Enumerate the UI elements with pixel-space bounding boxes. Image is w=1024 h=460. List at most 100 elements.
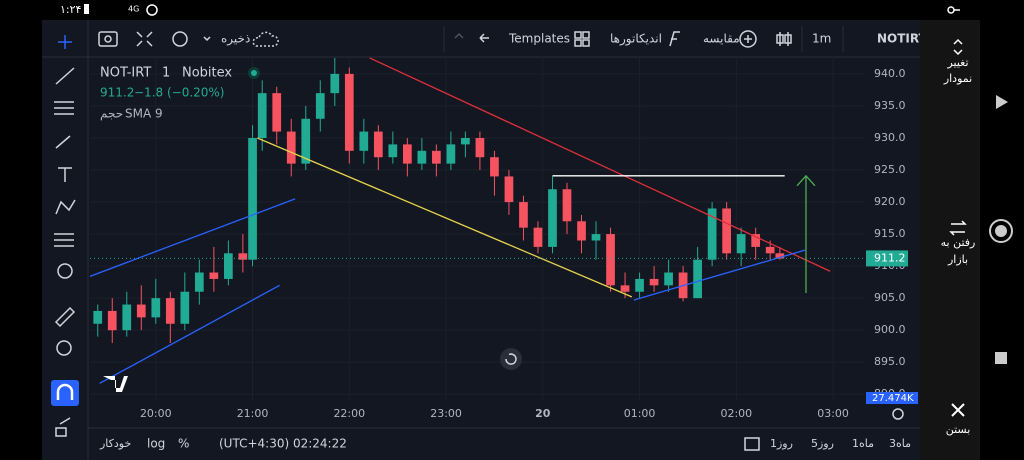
- candle-body: [107, 310, 117, 331]
- candle-body: [257, 93, 267, 138]
- candle-body: [736, 234, 746, 254]
- volume-label: 27.474K: [872, 393, 914, 404]
- last-price-label: 911.2: [874, 251, 906, 264]
- lock-icon[interactable]: [55, 417, 71, 437]
- y-tick-label: 900.0: [874, 323, 906, 336]
- range-button[interactable]: 1ماه: [852, 437, 874, 450]
- candle-body: [635, 278, 644, 292]
- candle-body: [765, 246, 775, 254]
- reset-button[interactable]: [500, 348, 522, 370]
- y-tick-label: 935.0: [874, 99, 906, 112]
- candle-body: [475, 137, 485, 158]
- arrow-head: [796, 174, 816, 187]
- candle-body: [209, 272, 219, 279]
- x-tick-label: 03:00: [817, 407, 849, 420]
- nav-play[interactable]: [996, 95, 1008, 109]
- legend-symbol: NOT-IRT: [100, 66, 151, 81]
- templates-button[interactable]: Templates: [508, 32, 570, 46]
- candle-body: [93, 310, 103, 324]
- candle-body: [446, 144, 456, 164]
- nav-recent[interactable]: [995, 352, 1007, 364]
- clock: (UTC+4:30) 02:24:22: [219, 437, 347, 451]
- log-button[interactable]: log: [147, 437, 165, 451]
- close-icon: [951, 403, 965, 417]
- save-button[interactable]: ذخیره: [221, 32, 250, 47]
- candle-body: [238, 253, 248, 260]
- y-tick-label: 920.0: [874, 195, 906, 208]
- legend-volume: حجم: [100, 107, 123, 121]
- settings-icon[interactable]: [892, 408, 904, 420]
- calendar-icon[interactable]: [744, 437, 760, 451]
- x-tick-label: 02:00: [720, 407, 752, 420]
- candle-body: [194, 272, 204, 292]
- left-toolbar[interactable]: [54, 35, 76, 356]
- candle-body: [151, 298, 161, 318]
- candle-body: [301, 118, 311, 164]
- magnet-icon: [56, 383, 74, 400]
- candle-body: [707, 208, 717, 260]
- last-price-box: [866, 250, 908, 267]
- legend-close: 911.2: [100, 86, 134, 100]
- candle-body: [461, 137, 470, 145]
- x-tick-label: 01:00: [624, 407, 656, 420]
- candle-body: [344, 73, 354, 151]
- legend-sma: SMA 9: [125, 107, 163, 121]
- status-network: 4G: [128, 5, 139, 14]
- candle-body: [577, 221, 586, 241]
- status-time: ۱:۲۴: [60, 3, 82, 16]
- tv-logo: [103, 376, 128, 392]
- nav-home[interactable]: [989, 219, 1013, 243]
- candle-body: [591, 234, 601, 241]
- change-chart-button[interactable]: تغییر: [946, 56, 968, 69]
- candle-body: [136, 304, 146, 318]
- candle-body: [693, 259, 702, 299]
- x-tick-label: 20: [535, 407, 551, 420]
- candle-body: [359, 131, 369, 151]
- side-panel: [920, 20, 980, 460]
- candle-body: [286, 131, 296, 164]
- candle-body: [373, 131, 383, 158]
- candle-body: [388, 144, 398, 158]
- range-button[interactable]: 3ماه: [889, 437, 911, 450]
- candle-body: [122, 304, 132, 331]
- candle-body: [224, 253, 233, 279]
- plot: 890.0895.0900.0905.0910.0915.0920.0925.0…: [90, 56, 918, 420]
- trend-line: [633, 249, 806, 301]
- legend-change: −1.8 (−0.20%): [134, 86, 225, 100]
- x-tick-label: 23:00: [430, 407, 462, 420]
- x-tick-label: 22:00: [333, 407, 365, 420]
- interval-button[interactable]: 1m: [812, 32, 831, 46]
- candle-body: [649, 278, 659, 286]
- trend-line: [90, 198, 296, 277]
- symbol-button[interactable]: NOTIRT: [877, 32, 928, 46]
- candle-body: [432, 150, 441, 164]
- indicators-button[interactable]: اندیکاتورها: [610, 32, 662, 47]
- percent-button[interactable]: %: [178, 437, 189, 451]
- candle-body: [606, 234, 615, 286]
- candle-body: [533, 227, 543, 247]
- y-tick-label: 940.0: [874, 67, 906, 80]
- candle-body: [417, 150, 427, 164]
- candle-body: [330, 73, 340, 94]
- candle-body: [548, 189, 557, 247]
- change-chart-button[interactable]: نمودار: [943, 72, 972, 85]
- candle-body: [519, 202, 528, 228]
- range-button[interactable]: 5روز: [811, 437, 834, 450]
- y-tick-label: 895.0: [874, 355, 906, 368]
- candle-body: [504, 176, 514, 203]
- close-button[interactable]: بستن: [946, 423, 971, 436]
- app: [42, 20, 920, 460]
- trend-line: [257, 137, 633, 298]
- compare-button[interactable]: مقایسه: [703, 32, 740, 46]
- go-market-button[interactable]: بازار: [947, 253, 968, 266]
- candle-body: [490, 157, 499, 177]
- auto-button[interactable]: خودکار: [99, 437, 131, 450]
- candle-body: [620, 285, 630, 292]
- top-toolbar-icons[interactable]: [98, 30, 792, 48]
- go-market-button[interactable]: رفتن به: [941, 236, 976, 249]
- y-tick-label: 930.0: [874, 131, 906, 144]
- x-tick-label: 21:00: [237, 407, 269, 420]
- legend-exchange: Nobitex: [182, 66, 232, 81]
- range-button[interactable]: 1روز: [770, 437, 793, 450]
